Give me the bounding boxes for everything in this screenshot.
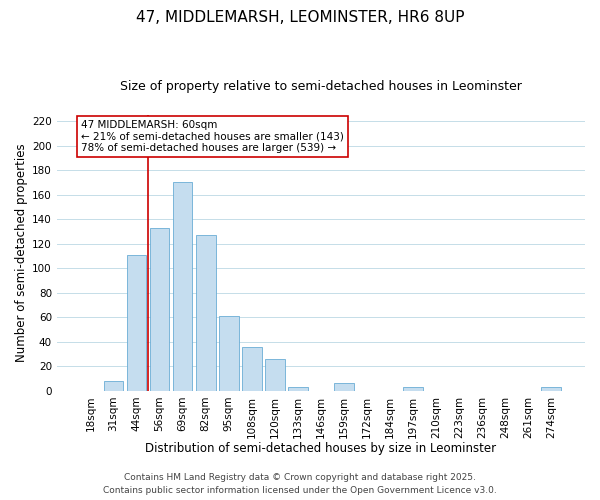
- Text: 47 MIDDLEMARSH: 60sqm
← 21% of semi-detached houses are smaller (143)
78% of sem: 47 MIDDLEMARSH: 60sqm ← 21% of semi-deta…: [82, 120, 344, 153]
- Bar: [334, 384, 354, 391]
- Text: 47, MIDDLEMARSH, LEOMINSTER, HR6 8UP: 47, MIDDLEMARSH, LEOMINSTER, HR6 8UP: [136, 10, 464, 25]
- Y-axis label: Number of semi-detached properties: Number of semi-detached properties: [15, 144, 28, 362]
- Bar: [242, 346, 262, 391]
- Bar: [127, 255, 146, 391]
- Title: Size of property relative to semi-detached houses in Leominster: Size of property relative to semi-detach…: [120, 80, 522, 93]
- Bar: [288, 387, 308, 391]
- Bar: [403, 387, 423, 391]
- Text: Contains HM Land Registry data © Crown copyright and database right 2025.
Contai: Contains HM Land Registry data © Crown c…: [103, 474, 497, 495]
- Bar: [219, 316, 239, 391]
- Bar: [104, 381, 124, 391]
- X-axis label: Distribution of semi-detached houses by size in Leominster: Distribution of semi-detached houses by …: [145, 442, 496, 455]
- Bar: [150, 228, 169, 391]
- Bar: [173, 182, 193, 391]
- Bar: [541, 387, 561, 391]
- Bar: [196, 235, 215, 391]
- Bar: [265, 359, 284, 391]
